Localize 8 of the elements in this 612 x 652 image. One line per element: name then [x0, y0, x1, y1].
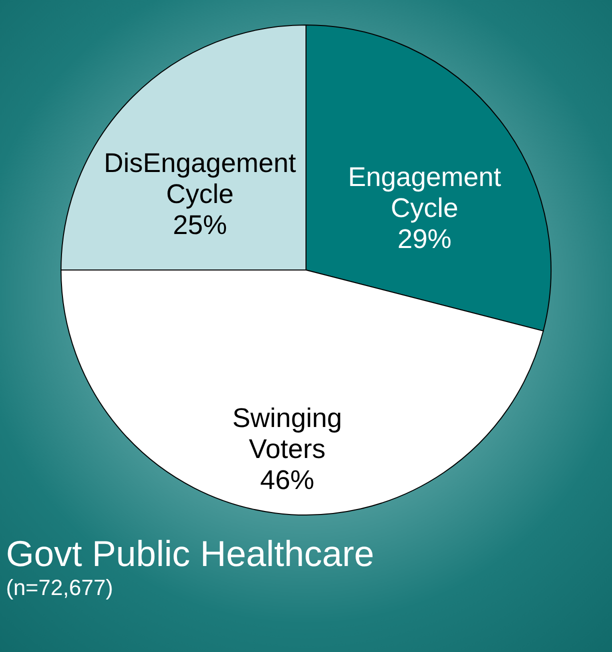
text: Govt Public Healthcare [6, 533, 374, 574]
slice-label: DisEngagement Cycle [104, 148, 296, 209]
data-label: 25% [172, 210, 227, 240]
data-label: 46% [260, 464, 314, 495]
slice-label: Swinging Voters [232, 402, 342, 464]
slice-label: Engagement Cycle [348, 162, 502, 224]
data-label: 29% [398, 224, 452, 254]
text: (n=72,677) [6, 575, 114, 600]
